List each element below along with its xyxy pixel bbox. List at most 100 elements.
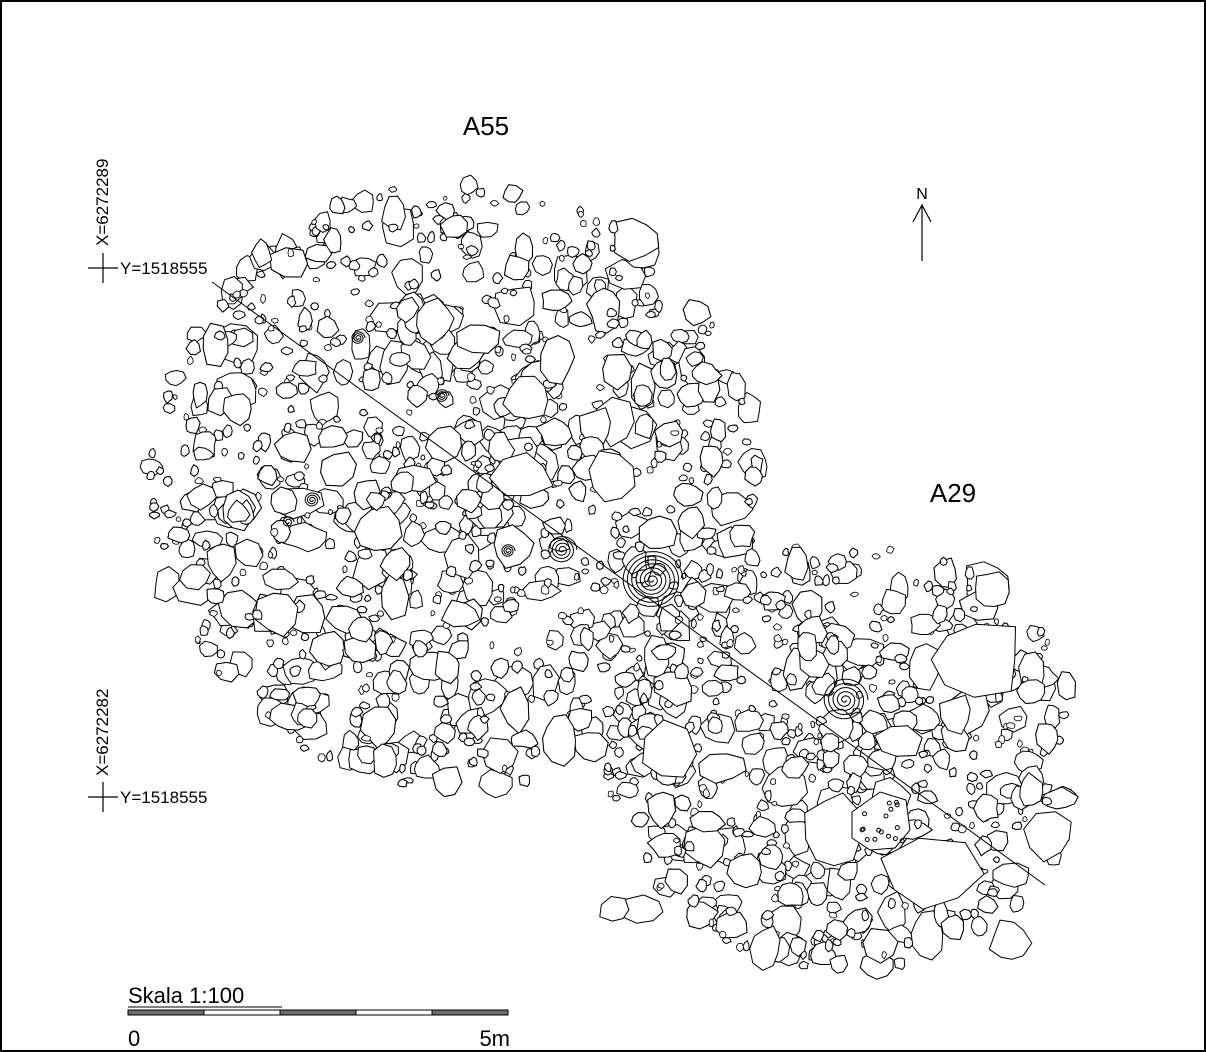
stone	[939, 556, 948, 566]
stone	[191, 530, 224, 549]
stone	[969, 606, 978, 612]
stone	[1016, 739, 1023, 748]
stone	[354, 506, 403, 551]
stone	[568, 480, 587, 503]
stone	[535, 417, 573, 447]
stone	[275, 382, 298, 399]
stone	[342, 565, 348, 574]
stone	[216, 669, 223, 677]
stone	[988, 919, 1033, 960]
stone	[527, 695, 535, 703]
stone	[373, 743, 397, 778]
stone	[770, 778, 776, 785]
stone	[272, 657, 285, 669]
stone	[744, 548, 761, 567]
stone	[397, 778, 408, 788]
stone	[315, 421, 324, 430]
stone	[514, 647, 523, 657]
stone	[874, 725, 923, 757]
stone	[324, 537, 336, 550]
stone	[388, 186, 398, 193]
stone	[437, 377, 445, 386]
scale-segment	[431, 1009, 509, 1016]
stone	[781, 737, 791, 746]
stone	[633, 384, 653, 407]
dot-mark	[886, 833, 891, 839]
stone	[861, 909, 870, 922]
stone	[553, 567, 581, 587]
stone	[846, 785, 855, 795]
stone	[465, 245, 479, 257]
stone	[258, 387, 268, 397]
stone	[855, 892, 868, 902]
stone	[851, 795, 862, 806]
stone	[914, 696, 923, 706]
scale-segment	[279, 1009, 357, 1016]
contour-spiral	[304, 492, 321, 507]
stone	[820, 733, 840, 753]
stone	[888, 679, 896, 685]
stone	[811, 569, 818, 575]
stone	[510, 729, 539, 749]
stone	[654, 420, 684, 448]
large-stones	[488, 375, 1072, 971]
stone	[388, 223, 399, 233]
stone	[162, 475, 173, 487]
stone	[631, 298, 639, 307]
stone	[492, 272, 504, 284]
stone	[431, 741, 448, 757]
stone	[580, 557, 590, 566]
stone	[357, 548, 373, 560]
stone	[389, 352, 411, 367]
stone	[709, 321, 715, 329]
stone	[1011, 821, 1023, 830]
stone	[549, 233, 561, 243]
stone	[266, 639, 274, 648]
stone	[231, 576, 240, 587]
stone	[361, 220, 374, 232]
stone	[162, 403, 176, 414]
section-lines	[211, 281, 1046, 886]
stone	[392, 446, 401, 458]
stone	[222, 393, 252, 427]
stone	[311, 219, 318, 225]
stone	[511, 660, 523, 674]
stone	[342, 429, 364, 448]
stone	[994, 740, 1003, 748]
stone	[193, 446, 215, 461]
stone	[445, 565, 457, 578]
stone	[511, 353, 516, 361]
stone	[467, 372, 476, 382]
stone	[932, 604, 948, 625]
stone	[282, 637, 289, 646]
stone	[461, 192, 471, 204]
stone	[362, 368, 381, 391]
stone	[846, 928, 856, 938]
stone	[913, 819, 922, 830]
stone	[525, 355, 536, 364]
stone	[607, 790, 614, 798]
grid-point-upper: X=6272289 Y=1518555	[88, 159, 207, 283]
stone	[703, 788, 710, 798]
stone	[443, 196, 448, 201]
stone	[683, 462, 693, 473]
stone	[643, 266, 656, 278]
stone	[910, 910, 944, 961]
stone	[901, 758, 915, 769]
stone	[416, 297, 455, 346]
stone	[409, 513, 417, 523]
stone	[560, 666, 575, 683]
stone	[195, 558, 206, 567]
stone	[432, 594, 442, 605]
stone	[791, 860, 800, 868]
stone	[756, 799, 769, 811]
stone	[588, 450, 636, 503]
stone	[806, 882, 828, 907]
scale-start-label: 0	[128, 1026, 140, 1051]
stone	[699, 636, 707, 643]
stone	[578, 210, 584, 218]
stone	[320, 451, 357, 487]
stone	[424, 501, 435, 509]
stone	[969, 750, 978, 760]
stone	[287, 404, 295, 413]
